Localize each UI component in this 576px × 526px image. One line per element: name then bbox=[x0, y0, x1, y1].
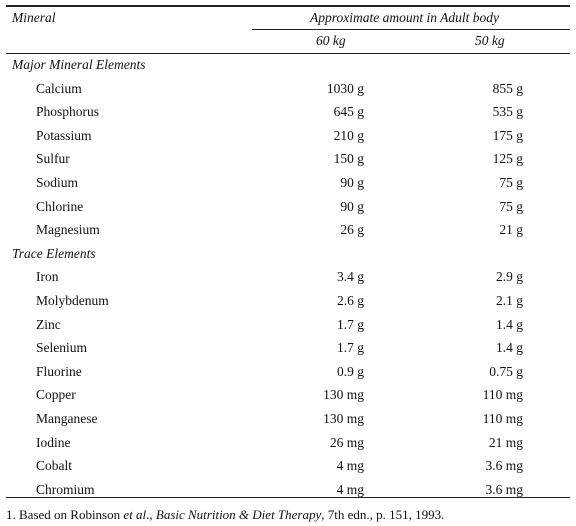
header-group: Approximate amount in Adult body bbox=[310, 10, 499, 25]
footnote-prefix: 1. Based on Robinson bbox=[6, 507, 124, 522]
amount-50kg: 2.1 g bbox=[496, 293, 523, 308]
amount-60kg: 4 mg bbox=[336, 458, 364, 474]
amount-60kg: 150 g bbox=[333, 151, 364, 167]
footnote: 1. Based on Robinson et al., Basic Nutri… bbox=[6, 507, 444, 523]
mineral-name: Chromium bbox=[36, 481, 95, 497]
section-title: Trace Elements bbox=[12, 245, 96, 261]
mineral-name: Copper bbox=[36, 387, 76, 403]
table-row: Copper 130 mg 110 mg bbox=[0, 387, 576, 411]
amount-50kg: 75 g bbox=[499, 175, 523, 190]
table-row: Manganese 130 mg 110 mg bbox=[0, 411, 576, 435]
mineral-name: Iron bbox=[36, 269, 59, 285]
table-row: Iodine 26 mg 21 mg bbox=[0, 435, 576, 459]
table-row: Potassium 210 g 175 g bbox=[0, 128, 576, 152]
amount-60kg: 0.9 g bbox=[337, 363, 364, 379]
amount-50kg: 3.6 mg bbox=[485, 458, 523, 474]
mineral-name: Calcium bbox=[36, 80, 82, 96]
table-top-rule bbox=[6, 5, 570, 7]
mineral-name: Potassium bbox=[36, 127, 92, 143]
footnote-etal: et al bbox=[123, 507, 147, 522]
amount-50kg: 110 mg bbox=[482, 387, 523, 403]
amount-60kg: 26 g bbox=[340, 222, 364, 238]
table-row: Chromium 4 mg 3.6 mg bbox=[0, 482, 576, 506]
section-title: Major Mineral Elements bbox=[12, 57, 146, 72]
table-row: Sodium 90 g 75 g bbox=[0, 175, 576, 199]
mineral-name: Fluorine bbox=[36, 363, 82, 379]
mineral-name: Zinc bbox=[36, 316, 61, 332]
amount-50kg: 0.75 g bbox=[489, 363, 523, 379]
header-bottom-rule bbox=[6, 53, 570, 54]
amount-60kg: 90 g bbox=[340, 198, 364, 214]
amount-50kg: 21 g bbox=[499, 222, 523, 238]
mineral-name: Manganese bbox=[36, 411, 98, 426]
mineral-name: Selenium bbox=[36, 340, 87, 356]
amount-60kg: 4 mg bbox=[336, 481, 364, 497]
amount-60kg: 2.6 g bbox=[337, 293, 364, 308]
amount-50kg: 110 mg bbox=[482, 411, 523, 426]
amount-50kg: 75 g bbox=[499, 198, 523, 214]
amount-50kg: 1.4 g bbox=[496, 340, 523, 356]
footnote-mid: ., bbox=[146, 507, 156, 522]
amount-60kg: 645 g bbox=[333, 104, 364, 120]
mineral-name: Magnesium bbox=[36, 222, 100, 238]
table-row: Cobalt 4 mg 3.6 mg bbox=[0, 458, 576, 482]
footnote-suffix: , 7th edn., p. 151, 1993. bbox=[321, 507, 445, 522]
table-row: Iron 3.4 g 2.9 g bbox=[0, 269, 576, 293]
table-row: Fluorine 0.9 g 0.75 g bbox=[0, 364, 576, 388]
amount-60kg: 1.7 g bbox=[337, 340, 364, 356]
table-row: Magnesium 26 g 21 g bbox=[0, 222, 576, 246]
table-row: Calcium 1030 g 855 g bbox=[0, 81, 576, 105]
mineral-name: Molybdenum bbox=[36, 293, 109, 308]
table-row: Zinc 1.7 g 1.4 g bbox=[0, 317, 576, 341]
amount-50kg: 3.6 mg bbox=[485, 481, 523, 497]
amount-60kg: 90 g bbox=[340, 175, 364, 190]
amount-50kg: 125 g bbox=[492, 151, 523, 167]
mineral-name: Phosphorus bbox=[36, 104, 100, 120]
mineral-name: Chlorine bbox=[36, 198, 84, 214]
header-col-60kg: 60 kg bbox=[316, 33, 346, 48]
header-mineral: Mineral bbox=[12, 10, 56, 25]
amount-50kg: 2.9 g bbox=[496, 269, 523, 285]
table-row: Phosphorus 645 g 535 g bbox=[0, 104, 576, 128]
amount-60kg: 26 mg bbox=[329, 434, 364, 450]
mineral-name: Sulfur bbox=[36, 151, 70, 167]
amount-50kg: 1.4 g bbox=[496, 316, 523, 332]
table-row: Selenium 1.7 g 1.4 g bbox=[0, 340, 576, 364]
mineral-name: Cobalt bbox=[36, 458, 72, 474]
header-group-underline bbox=[252, 29, 570, 30]
amount-60kg: 210 g bbox=[333, 127, 364, 143]
table-row: Chlorine 90 g 75 g bbox=[0, 199, 576, 223]
amount-50kg: 535 g bbox=[492, 104, 523, 120]
table-row: Molybdenum 2.6 g 2.1 g bbox=[0, 293, 576, 317]
table-bottom-rule bbox=[6, 497, 570, 498]
table-row: Sulfur 150 g 125 g bbox=[0, 151, 576, 175]
footnote-book-title: Basic Nutrition & Diet Therapy bbox=[155, 507, 322, 522]
mineral-name: Sodium bbox=[36, 175, 79, 190]
amount-50kg: 855 g bbox=[492, 80, 523, 96]
amount-50kg: 21 mg bbox=[488, 434, 523, 450]
amount-50kg: 175 g bbox=[492, 127, 523, 143]
mineral-name: Iodine bbox=[36, 434, 71, 450]
amount-60kg: 3.4 g bbox=[337, 269, 364, 285]
amount-60kg: 130 mg bbox=[323, 387, 364, 403]
amount-60kg: 1.7 g bbox=[337, 316, 364, 332]
header-col-50kg: 50 kg bbox=[475, 33, 505, 48]
amount-60kg: 1030 g bbox=[326, 80, 364, 96]
amount-60kg: 130 mg bbox=[323, 411, 364, 426]
